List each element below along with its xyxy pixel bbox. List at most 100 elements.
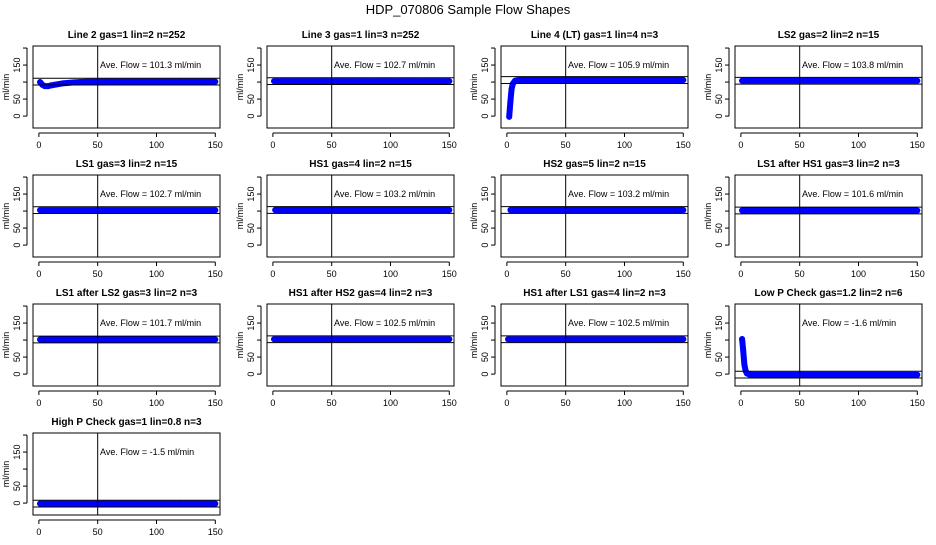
data-point [527,336,534,343]
ave-flow-label: Ave. Flow = 102.5 ml/min [334,318,435,328]
data-point [820,371,827,378]
data-point [305,207,312,213]
data-point [890,77,897,84]
x-tick-label: 0 [504,269,509,279]
data-point [399,78,406,85]
data-point [609,336,616,343]
x-tick-label: 100 [149,398,164,408]
x-tick-label: 0 [36,527,41,537]
data-point [153,78,160,85]
data-point [773,207,780,214]
x-tick-label: 100 [149,140,164,150]
ave-flow-label: Ave. Flow = 102.7 ml/min [100,189,201,199]
data-point [539,336,546,343]
x-tick-label: 100 [851,140,866,150]
data-point [165,78,172,85]
data-point [434,78,441,85]
ave-flow-label: Ave. Flow = 103.2 ml/min [334,189,435,199]
data-point [82,500,89,507]
series-line [739,336,921,378]
data-point [352,78,359,85]
data-point [387,78,394,85]
data-point [749,371,756,378]
x-tick-label: 150 [676,398,691,408]
x-tick-label: 50 [795,269,805,279]
x-tick-label: 150 [442,398,457,408]
data-point [188,336,195,343]
data-point [761,207,768,214]
data-point [808,207,815,214]
data-point [352,336,359,343]
y-axis-label: ml/min [469,332,479,359]
data-point [832,77,838,84]
data-point [574,77,581,83]
data-point [411,78,417,85]
data-point [902,371,909,378]
x-tick-label: 150 [442,269,457,279]
y-axis-label: ml/min [1,74,11,101]
data-point [739,336,746,342]
data-point [761,77,768,84]
data-point [411,207,417,213]
data-point [843,77,850,84]
x-tick-label: 100 [383,140,398,150]
plot-frame [500,174,689,258]
data-point [539,77,546,83]
x-tick-label: 0 [504,140,509,150]
data-point [515,207,522,213]
data-point [399,336,406,343]
panel-2: Line 3 gas=1 lin=3 n=252 Ave. Flow = 102.… [235,30,457,150]
data-point [808,77,815,84]
y-tick-label: 0 [246,114,256,119]
data-point [902,207,909,214]
y-tick-label: 150 [480,58,490,73]
data-point [680,207,687,213]
y-tick-label: 50 [480,94,490,104]
data-point [411,336,417,343]
x-tick-label: 150 [208,527,223,537]
data-point [71,207,78,214]
data-point [177,78,183,85]
panel-13: High P Check gas=1 lin=0.8 n=3 Ave. Flow … [1,417,223,537]
data-point [165,500,172,507]
x-tick-label: 150 [910,269,925,279]
data-point [656,336,663,343]
data-point [212,207,219,214]
x-tick-label: 150 [676,140,691,150]
data-point [739,77,746,84]
ave-flow-label: Ave. Flow = 101.3 ml/min [100,60,201,70]
x-tick-label: 50 [561,140,571,150]
y-axis-label: ml/min [235,74,245,101]
y-tick-label: 50 [714,352,724,362]
data-point [680,336,687,343]
data-point [118,336,125,343]
x-tick-label: 0 [270,269,275,279]
y-tick-label: 150 [246,58,256,73]
data-point [820,77,827,84]
y-tick-label: 0 [714,243,724,248]
data-point [37,336,44,343]
y-tick-label: 50 [12,352,22,362]
data-point [879,77,885,84]
plot-frame [500,45,689,129]
y-tick-label: 0 [480,372,490,377]
y-axis-label: ml/min [469,74,479,101]
panel-12: Low P Check gas=1.2 lin=2 n=6 Ave. Flow =… [703,288,925,408]
data-point [914,371,921,378]
data-point [668,207,675,213]
data-point [118,78,125,85]
panel-3: Line 4 (LT) gas=1 lin=4 n=3 Ave. Flow = 1… [469,30,691,150]
x-tick-label: 0 [504,398,509,408]
data-point [200,207,207,214]
data-point [890,371,897,378]
x-tick-label: 150 [676,269,691,279]
panel-title: HS2 gas=5 lin=2 n=15 [543,159,646,170]
data-point [316,336,323,343]
data-point [106,207,113,214]
y-tick-label: 50 [246,223,256,233]
y-tick-label: 50 [714,223,724,233]
data-point [364,207,370,213]
data-point [375,336,382,343]
y-axis-label: ml/min [703,74,713,101]
